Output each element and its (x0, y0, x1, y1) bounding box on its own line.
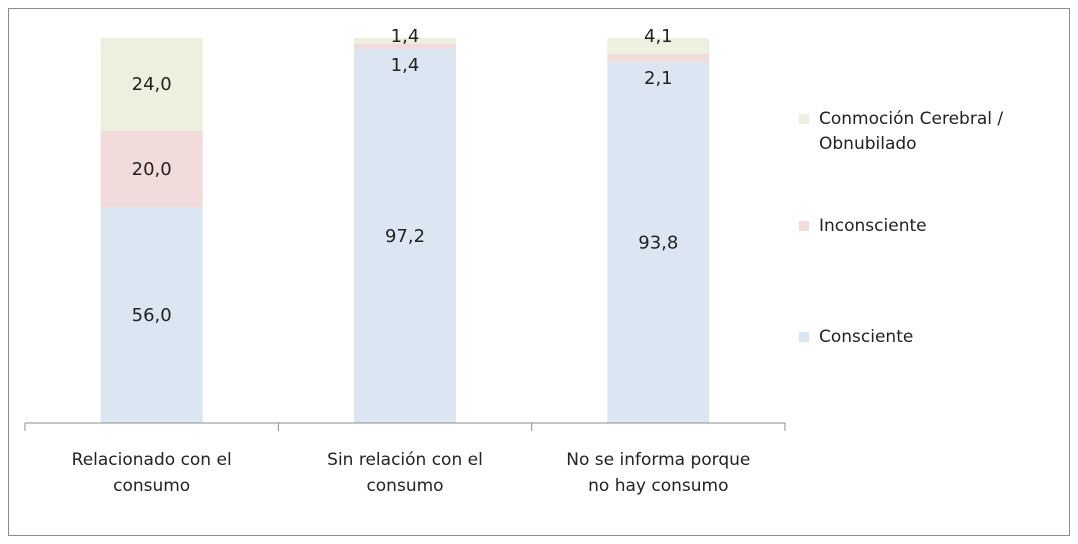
bar-segment (100, 130, 203, 208)
bar-segment (354, 43, 456, 49)
category-label: No se informa porque no hay consumo (566, 450, 750, 496)
bar-segment (100, 38, 203, 131)
data-label: 20,0 (132, 159, 172, 180)
data-label: 1,4 (391, 55, 420, 76)
data-label: 2,1 (644, 68, 673, 89)
legend-label: Consciente (819, 327, 913, 347)
bar-segment (100, 207, 203, 423)
bar-segment (354, 38, 456, 44)
category-label: Relacionado con el consumo (72, 450, 232, 496)
data-label: 97,2 (385, 226, 425, 247)
bar-segment (607, 38, 710, 54)
stacked-bar-chart: 56,0 20,0 24,0 97,2 1,4 1,4 93,8 2,1 4,1 Relacion… (24, 26, 1003, 496)
data-label: 56,0 (132, 305, 172, 326)
legend-swatch (799, 114, 809, 124)
data-label: 93,8 (638, 232, 678, 253)
data-label: 4,1 (644, 26, 673, 47)
category-label: Sin relación con el consumo (327, 450, 483, 496)
legend-swatch (799, 332, 809, 342)
legend-swatch (799, 221, 809, 231)
chart-frame: 56,0 20,0 24,0 97,2 1,4 1,4 93,8 2,1 4,1 Relacion… (8, 8, 1070, 536)
bar-segment (607, 53, 710, 62)
data-label: 1,4 (391, 26, 420, 47)
bar-segment (354, 48, 456, 423)
data-label: 24,0 (132, 74, 172, 95)
bar-segment (607, 61, 710, 424)
legend-label: Conmoción Cerebral / Obnubilado (819, 109, 1003, 154)
legend-label: Inconsciente (819, 216, 927, 236)
